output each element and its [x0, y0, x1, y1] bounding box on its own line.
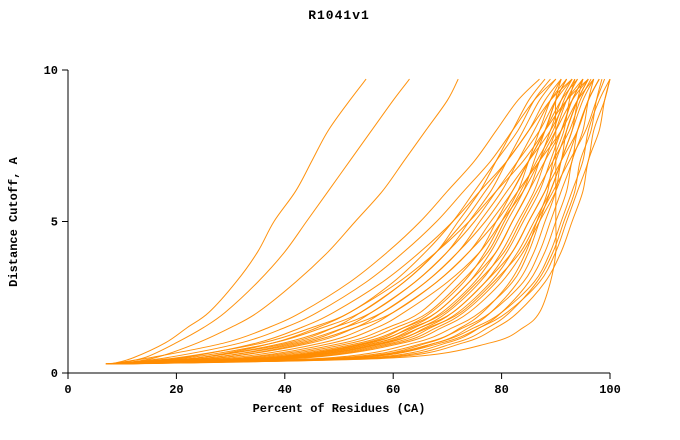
- model-curve: [111, 78, 578, 365]
- model-curve: [105, 78, 551, 365]
- x-tick-label: 60: [386, 383, 400, 397]
- x-tick-label: 40: [278, 383, 292, 397]
- model-curve: [105, 78, 568, 365]
- plot-axes: [62, 69, 611, 379]
- model-curve: [105, 78, 568, 365]
- x-tick-label: 0: [64, 383, 71, 397]
- model-curve: [111, 78, 573, 365]
- y-tick-label: 0: [51, 367, 58, 381]
- model-curve: [114, 78, 573, 365]
- model-curve: [114, 78, 592, 365]
- model-curve: [119, 78, 606, 365]
- model-curve: [105, 78, 584, 365]
- model-curve: [116, 78, 589, 365]
- y-tick-label: 5: [51, 216, 58, 230]
- x-tick-label: 20: [169, 383, 183, 397]
- plot-series: [105, 78, 611, 365]
- x-tick-label: 80: [494, 383, 508, 397]
- model-curve: [108, 78, 540, 365]
- model-curve: [114, 78, 584, 365]
- x-axis-label: Percent of Residues (CA): [252, 402, 426, 416]
- model-curve: [116, 78, 459, 365]
- model-curve: [111, 78, 367, 365]
- model-curve: [119, 78, 603, 365]
- model-curve: [108, 78, 589, 365]
- model-curve: [111, 78, 595, 365]
- x-tick-label: 100: [599, 383, 621, 397]
- y-axis-label: Distance Cutoff, A: [7, 157, 21, 287]
- chart-title: R1041v1: [308, 8, 370, 23]
- plot-tick-labels: 0 20 40 60 80 100 0 5 10: [44, 64, 621, 397]
- model-curve: [111, 78, 557, 365]
- model-curve: [119, 78, 595, 365]
- model-curve: [116, 78, 562, 365]
- model-curve: [122, 78, 611, 365]
- model-curve: [116, 78, 589, 365]
- y-tick-label: 10: [44, 64, 58, 78]
- model-curve: [108, 78, 576, 365]
- model-curve: [116, 78, 595, 365]
- model-curve: [105, 78, 576, 365]
- model-curve: [111, 78, 410, 365]
- model-curve: [116, 78, 600, 365]
- model-curve: [116, 78, 589, 365]
